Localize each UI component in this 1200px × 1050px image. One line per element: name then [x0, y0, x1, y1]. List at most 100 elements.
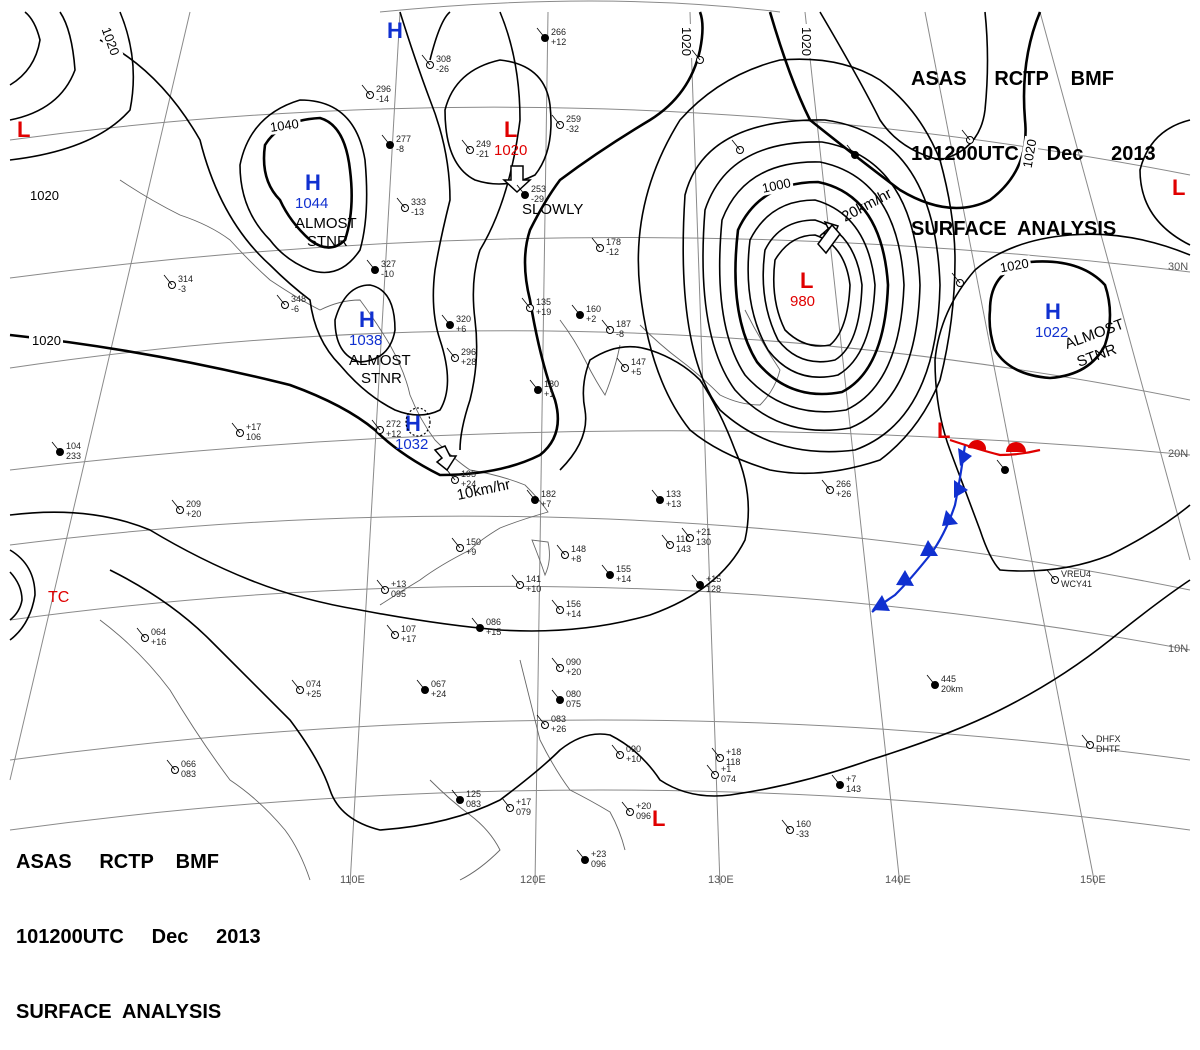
isobar-siberia-mid [9, 11, 76, 121]
station-plot: 067+24 [416, 679, 446, 699]
center-pressure-value: 1044 [295, 195, 328, 212]
wind-barb [731, 139, 741, 151]
cold-front-pip [920, 540, 938, 556]
latitude-label: 20N [1168, 448, 1188, 460]
longitude-label: 130E [708, 874, 734, 886]
station-plot: 333-13 [396, 197, 426, 217]
center-pressure-value: 1022 [1035, 324, 1068, 341]
coastlines [99, 179, 781, 881]
station-value: 075 [566, 699, 581, 709]
station-value: +20 [186, 509, 201, 519]
station-value: +17 [516, 797, 531, 807]
isobar-label: 1020 [799, 27, 814, 56]
chart-header-bottom: ASAS RCTP BMF 101200UTC Dec 2013 SURFACE… [16, 800, 261, 1050]
station-value: 095 [391, 589, 406, 599]
station-plot [691, 49, 704, 64]
wind-barb [291, 679, 301, 691]
isobar-label-bg [1019, 135, 1040, 172]
isobar-low-ring-5 [718, 161, 905, 413]
wind-barb [381, 134, 391, 146]
station-value: +7 [846, 774, 856, 784]
station-plot: 074+25 [291, 679, 321, 699]
station-plot [961, 129, 974, 144]
isobar-label-bg [29, 333, 63, 348]
station-plot: 209+20 [171, 499, 201, 519]
station-value: +18 [726, 747, 741, 757]
wind-barb [621, 801, 631, 813]
wind-barb [691, 49, 701, 61]
station-value: 064 [151, 627, 166, 637]
station-value: +15 [706, 574, 721, 584]
isobar-far-south [109, 569, 1191, 831]
station-value: 090 [566, 657, 581, 667]
station-value: DHTF [1096, 744, 1120, 754]
wind-barb [361, 84, 371, 96]
station-value: 086 [486, 617, 501, 627]
isobar-1020-east-arc [934, 233, 1191, 572]
isobar-1020-dome [444, 59, 552, 185]
low-pressure-center: L [937, 418, 950, 443]
coast-korea [559, 319, 621, 396]
wind-barb [551, 689, 561, 701]
station-value: 160 [586, 304, 601, 314]
station-plot: 178-12 [591, 237, 621, 257]
station-plot [846, 144, 859, 159]
cold-front-pip [958, 448, 972, 466]
wind-barb [951, 272, 961, 284]
station-plot: 253-29 [516, 184, 546, 204]
station-value: +12 [551, 37, 566, 47]
wind-barb [601, 564, 611, 576]
station-value: 178 [606, 237, 621, 247]
station-value: +1 [721, 764, 731, 774]
wind-barb [996, 459, 1006, 471]
station-value: 182 [541, 489, 556, 499]
isobar-siberia-inner [9, 11, 41, 86]
station-plot [951, 272, 964, 287]
station-value: 130 [696, 537, 711, 547]
wind-barb [1046, 569, 1056, 581]
wind-barb [781, 819, 791, 831]
latitude-line-35n [9, 106, 1191, 176]
station-value: 233 [66, 451, 81, 461]
station-value: 125 [466, 789, 481, 799]
station-value: +24 [431, 689, 446, 699]
station-value: 314 [178, 274, 193, 284]
header-line-3: SURFACE ANALYSIS [911, 218, 1117, 240]
station-value: 079 [516, 807, 531, 817]
station-value: -14 [376, 94, 389, 104]
station-value: 259 [566, 114, 581, 124]
station-value: -6 [291, 304, 299, 314]
station-plot: 160-33 [781, 819, 811, 839]
latitude-line-20n [9, 430, 1191, 471]
station-value: 074 [306, 679, 321, 689]
longitude-line-100e [9, 11, 191, 781]
isobar-ne-ridge [429, 11, 451, 61]
station-plot: 090+10 [611, 744, 641, 764]
high-pressure-center: H [387, 18, 403, 43]
station-plot: 180+1 [529, 379, 559, 399]
station-value: 156 [566, 599, 581, 609]
wind-barb [376, 579, 386, 591]
map-background [0, 0, 1200, 900]
wind-barb [551, 657, 561, 669]
station-value: +23 [591, 849, 606, 859]
wind-barb [416, 679, 426, 691]
station-value: 143 [846, 784, 861, 794]
header-line-1: ASAS RCTP BMF [16, 851, 219, 873]
station-value: +17 [401, 634, 416, 644]
wind-barb [1081, 734, 1091, 746]
station-value: -29 [531, 194, 544, 204]
station-value: +13 [666, 499, 681, 509]
station-value: 180 [544, 379, 559, 389]
coast-china-north [119, 179, 471, 471]
isobar-low-outer [637, 58, 956, 475]
wind-barb [536, 714, 546, 726]
high-1032-dotted-ring [405, 407, 431, 437]
wind-barb [451, 537, 461, 549]
longitude-line-160e [1039, 11, 1191, 561]
station-plot: 272+12 [371, 419, 401, 439]
motion-arrow-20kmhr-body [817, 223, 841, 255]
